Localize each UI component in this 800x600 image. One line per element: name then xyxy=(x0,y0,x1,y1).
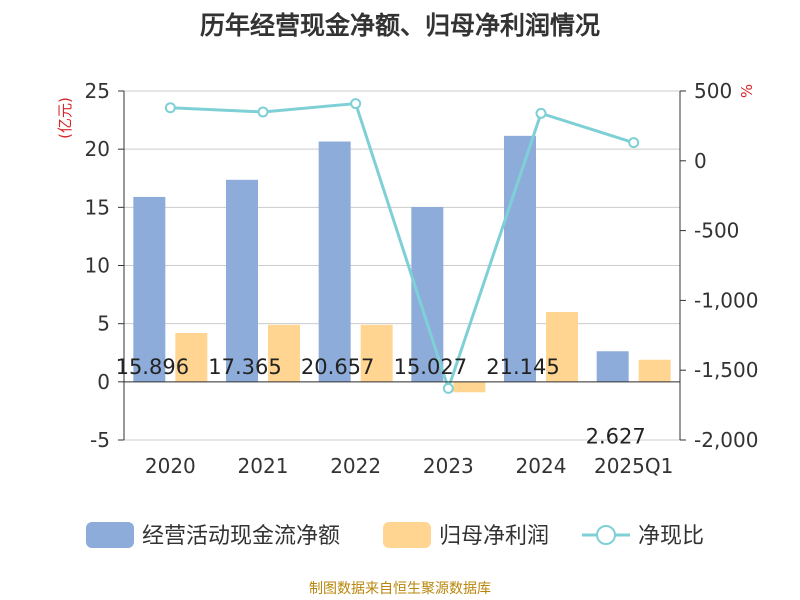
legend-item[interactable]: 经营活动现金流净额 xyxy=(86,522,340,549)
bar-net-profit xyxy=(268,324,300,382)
line-point-cash-ratio xyxy=(257,106,269,118)
x-tick-label: 2020 xyxy=(145,454,196,478)
chart-title: 历年经营现金净额、归母净利润情况 xyxy=(199,11,600,40)
right-tick-label: -1,500 xyxy=(694,358,758,382)
legend-swatch xyxy=(86,522,134,548)
right-tick-label: 0 xyxy=(694,149,707,173)
data-source-note: 制图数据来自恒生聚源数据库 xyxy=(309,581,491,597)
bars-layer xyxy=(133,135,671,393)
left-tick-label: 25 xyxy=(85,79,110,103)
grid-layer xyxy=(124,90,680,441)
line-point-cash-ratio xyxy=(350,98,362,110)
legend[interactable]: 经营活动现金流净额 归母净利润 净现比 xyxy=(86,522,704,549)
bar-operating-cash-flow xyxy=(318,141,351,382)
x-tick-label: 2022 xyxy=(330,454,381,478)
labels-layer: 15.896 17.365 20.657 15.027 21.145 2.627 xyxy=(116,355,646,448)
data-label: 17.365 xyxy=(208,355,281,379)
right-tick-label: -500 xyxy=(694,219,739,243)
legend-item[interactable]: 归母净利润 xyxy=(383,522,549,549)
line-cash-ratio xyxy=(170,101,635,394)
right-tick-label: -1,000 xyxy=(694,288,758,312)
x-tick-label: 2021 xyxy=(238,454,289,478)
legend-swatch xyxy=(383,522,431,548)
left-tick-label: 5 xyxy=(97,312,110,336)
x-tick-label: 2025Q1 xyxy=(594,454,673,478)
left-tick-label: 10 xyxy=(85,254,110,278)
line-point-cash-ratio xyxy=(535,107,547,119)
bar-net-profit xyxy=(546,312,578,382)
data-label: 15.896 xyxy=(116,355,189,379)
right-tick-label: 500 xyxy=(694,79,732,103)
data-label: 2.627 xyxy=(586,424,646,448)
data-label: 21.145 xyxy=(486,355,559,379)
bar-net-profit xyxy=(175,332,208,382)
left-tick-label: -5 xyxy=(90,428,110,452)
bar-operating-cash-flow xyxy=(133,196,166,382)
x-tick-label: 2024 xyxy=(516,454,567,478)
right-tick-label: -2,000 xyxy=(694,428,758,452)
left-axis-unit-label: (亿元) xyxy=(56,97,74,139)
line-point-cash-ratio xyxy=(442,382,454,394)
bar-operating-cash-flow xyxy=(596,351,629,382)
left-tick-label: 15 xyxy=(85,195,110,219)
bar-net-profit xyxy=(638,359,671,382)
axes-layer: -5 0 5 10 15 20 25 -2,000 -1,500 -1,000 -500 0 500 (亿… xyxy=(56,79,758,478)
legend-marker xyxy=(596,525,616,545)
left-tick-label: 20 xyxy=(85,137,110,161)
right-axis-unit-label: % xyxy=(738,84,756,98)
line-point-cash-ratio xyxy=(164,102,176,114)
bar-net-profit xyxy=(453,381,486,393)
x-tick-label: 2023 xyxy=(423,454,474,478)
data-label: 15.027 xyxy=(394,355,467,379)
data-label: 20.657 xyxy=(301,355,374,379)
legend-item[interactable]: 净现比 xyxy=(582,524,704,549)
left-tick-label: 0 xyxy=(97,370,110,394)
legend-label: 归母净利润 xyxy=(439,524,549,549)
bar-operating-cash-flow xyxy=(226,179,258,382)
legend-label: 净现比 xyxy=(638,524,704,549)
line-layer xyxy=(164,98,640,394)
line-point-cash-ratio xyxy=(628,137,640,149)
legend-label: 经营活动现金流净额 xyxy=(142,524,340,549)
bar-net-profit xyxy=(360,324,393,382)
